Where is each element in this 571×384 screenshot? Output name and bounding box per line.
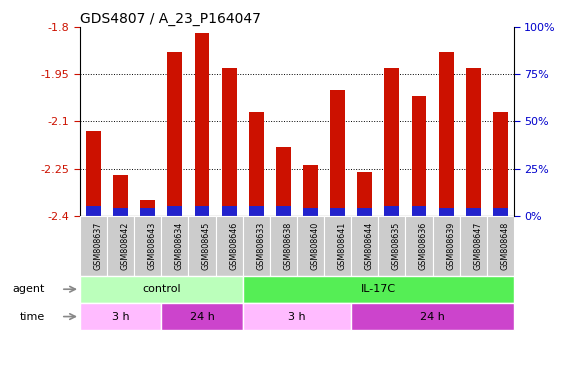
Bar [357, 172, 372, 216]
Bar [460, 216, 486, 276]
Bar [243, 276, 514, 303]
Bar [86, 207, 101, 216]
Bar [466, 208, 481, 216]
Bar [324, 216, 351, 276]
Bar [433, 216, 460, 276]
Bar [351, 303, 514, 330]
Bar [222, 68, 236, 216]
Text: GDS4807 / A_23_P164047: GDS4807 / A_23_P164047 [80, 12, 261, 26]
Bar [167, 52, 182, 216]
Bar [107, 216, 134, 276]
Bar [384, 207, 399, 216]
Bar [80, 303, 162, 330]
Bar [113, 208, 128, 216]
Text: GSM808639: GSM808639 [446, 222, 455, 270]
Bar [439, 208, 453, 216]
Text: GSM808634: GSM808634 [175, 222, 184, 270]
Text: agent: agent [13, 284, 45, 294]
Bar [297, 216, 324, 276]
Bar [412, 96, 427, 216]
Bar [216, 216, 243, 276]
Text: GSM808638: GSM808638 [283, 222, 292, 270]
Text: GSM808644: GSM808644 [365, 222, 374, 270]
Bar [222, 207, 236, 216]
Text: GSM808643: GSM808643 [148, 222, 157, 270]
Bar [167, 207, 182, 216]
Text: IL-17C: IL-17C [361, 284, 396, 294]
Bar [351, 216, 379, 276]
Bar [195, 33, 210, 216]
Text: GSM808640: GSM808640 [311, 222, 320, 270]
Bar [86, 131, 101, 216]
Bar [134, 216, 162, 276]
Bar [330, 90, 345, 216]
Bar [243, 216, 270, 276]
Text: 3 h: 3 h [112, 311, 130, 321]
Text: time: time [19, 311, 45, 321]
Text: GSM808646: GSM808646 [229, 222, 238, 270]
Bar [303, 208, 318, 216]
Text: 3 h: 3 h [288, 311, 305, 321]
Bar [384, 68, 399, 216]
Bar [493, 208, 508, 216]
Bar [276, 207, 291, 216]
Bar [357, 208, 372, 216]
Bar [405, 216, 433, 276]
Text: 24 h: 24 h [190, 311, 215, 321]
Text: GSM808637: GSM808637 [94, 222, 103, 270]
Text: GSM808636: GSM808636 [419, 222, 428, 270]
Text: GSM808642: GSM808642 [120, 222, 130, 270]
Bar [270, 216, 297, 276]
Text: 24 h: 24 h [420, 311, 445, 321]
Bar [439, 52, 453, 216]
Bar [140, 208, 155, 216]
Bar [162, 216, 188, 276]
Bar [466, 68, 481, 216]
Bar [486, 216, 514, 276]
Text: control: control [142, 284, 180, 294]
Bar [140, 200, 155, 216]
Bar [249, 207, 264, 216]
Bar [80, 216, 107, 276]
Bar [188, 216, 216, 276]
Bar [412, 207, 427, 216]
Text: GSM808633: GSM808633 [256, 222, 266, 270]
Bar [243, 303, 351, 330]
Bar [493, 112, 508, 216]
Text: GSM808645: GSM808645 [202, 222, 211, 270]
Text: GSM808641: GSM808641 [337, 222, 347, 270]
Bar [113, 175, 128, 216]
Text: GSM808648: GSM808648 [500, 222, 509, 270]
Bar [303, 166, 318, 216]
Bar [276, 147, 291, 216]
Bar [162, 303, 243, 330]
Text: GSM808635: GSM808635 [392, 222, 401, 270]
Bar [80, 276, 243, 303]
Bar [379, 216, 405, 276]
Bar [249, 112, 264, 216]
Text: GSM808647: GSM808647 [473, 222, 482, 270]
Bar [330, 208, 345, 216]
Bar [195, 207, 210, 216]
